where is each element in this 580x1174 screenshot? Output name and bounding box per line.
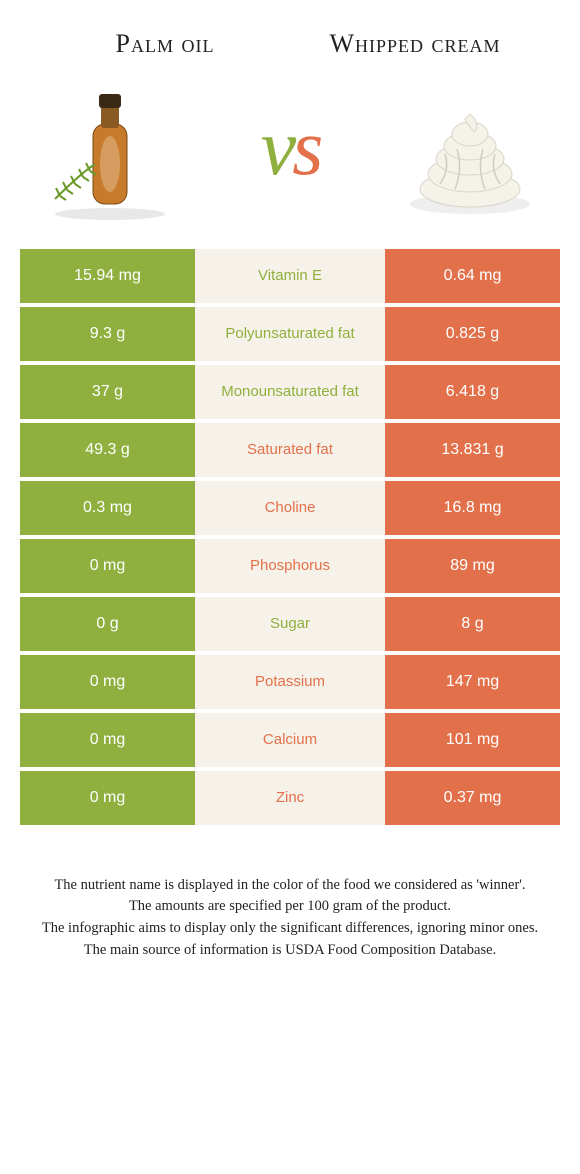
table-row: 15.94 mgVitamin E0.64 mg: [20, 249, 560, 303]
nutrient-label-cell: Choline: [195, 481, 385, 535]
right-food-image: [390, 69, 550, 229]
left-value-cell: 37 g: [20, 365, 195, 419]
left-value-cell: 15.94 mg: [20, 249, 195, 303]
whipped-cream-icon: [395, 74, 545, 224]
nutrient-label-cell: Monounsaturated fat: [195, 365, 385, 419]
table-row: 0 mgCalcium101 mg: [20, 713, 560, 767]
nutrient-label-cell: Saturated fat: [195, 423, 385, 477]
footer-line-4: The main source of information is USDA F…: [30, 940, 550, 962]
nutrient-label-cell: Potassium: [195, 655, 385, 709]
footer-line-1: The nutrient name is displayed in the co…: [30, 875, 550, 897]
left-value-cell: 0 mg: [20, 539, 195, 593]
left-value-cell: 0.3 mg: [20, 481, 195, 535]
left-value-cell: 0 mg: [20, 713, 195, 767]
left-value-cell: 0 g: [20, 597, 195, 651]
vs-v: v: [261, 104, 293, 192]
header: Palm oil Whipped cream: [0, 0, 580, 69]
nutrient-label-cell: Calcium: [195, 713, 385, 767]
footer-line-3: The infographic aims to display only the…: [30, 918, 550, 940]
right-value-cell: 101 mg: [385, 713, 560, 767]
table-row: 0 mgPhosphorus89 mg: [20, 539, 560, 593]
right-value-cell: 0.825 g: [385, 307, 560, 361]
left-food-title: Palm oil: [40, 30, 290, 59]
left-value-cell: 0 mg: [20, 771, 195, 825]
nutrient-label-cell: Sugar: [195, 597, 385, 651]
footer-notes: The nutrient name is displayed in the co…: [30, 875, 550, 962]
table-row: 0 mgPotassium147 mg: [20, 655, 560, 709]
left-value-cell: 49.3 g: [20, 423, 195, 477]
table-row: 0.3 mgCholine16.8 mg: [20, 481, 560, 535]
left-value-cell: 0 mg: [20, 655, 195, 709]
nutrient-label-cell: Phosphorus: [195, 539, 385, 593]
left-food-image: [30, 69, 190, 229]
left-value-cell: 9.3 g: [20, 307, 195, 361]
footer-line-2: The amounts are specified per 100 gram o…: [30, 896, 550, 918]
images-row: vs: [0, 69, 580, 249]
right-value-cell: 0.37 mg: [385, 771, 560, 825]
nutrient-label-cell: Vitamin E: [195, 249, 385, 303]
right-value-cell: 13.831 g: [385, 423, 560, 477]
right-food-title: Whipped cream: [290, 30, 540, 59]
table-row: 49.3 gSaturated fat13.831 g: [20, 423, 560, 477]
comparison-table: 15.94 mgVitamin E0.64 mg9.3 gPolyunsatur…: [20, 249, 560, 825]
table-row: 9.3 gPolyunsaturated fat0.825 g: [20, 307, 560, 361]
table-row: 37 gMonounsaturated fat6.418 g: [20, 365, 560, 419]
vs-s: s: [292, 104, 319, 192]
table-row: 0 gSugar8 g: [20, 597, 560, 651]
nutrient-label-cell: Polyunsaturated fat: [195, 307, 385, 361]
right-value-cell: 6.418 g: [385, 365, 560, 419]
right-value-cell: 89 mg: [385, 539, 560, 593]
right-value-cell: 0.64 mg: [385, 249, 560, 303]
right-value-cell: 147 mg: [385, 655, 560, 709]
table-row: 0 mgZinc0.37 mg: [20, 771, 560, 825]
right-value-cell: 8 g: [385, 597, 560, 651]
right-value-cell: 16.8 mg: [385, 481, 560, 535]
palm-oil-icon: [35, 74, 185, 224]
vs-label: vs: [261, 103, 320, 194]
nutrient-label-cell: Zinc: [195, 771, 385, 825]
